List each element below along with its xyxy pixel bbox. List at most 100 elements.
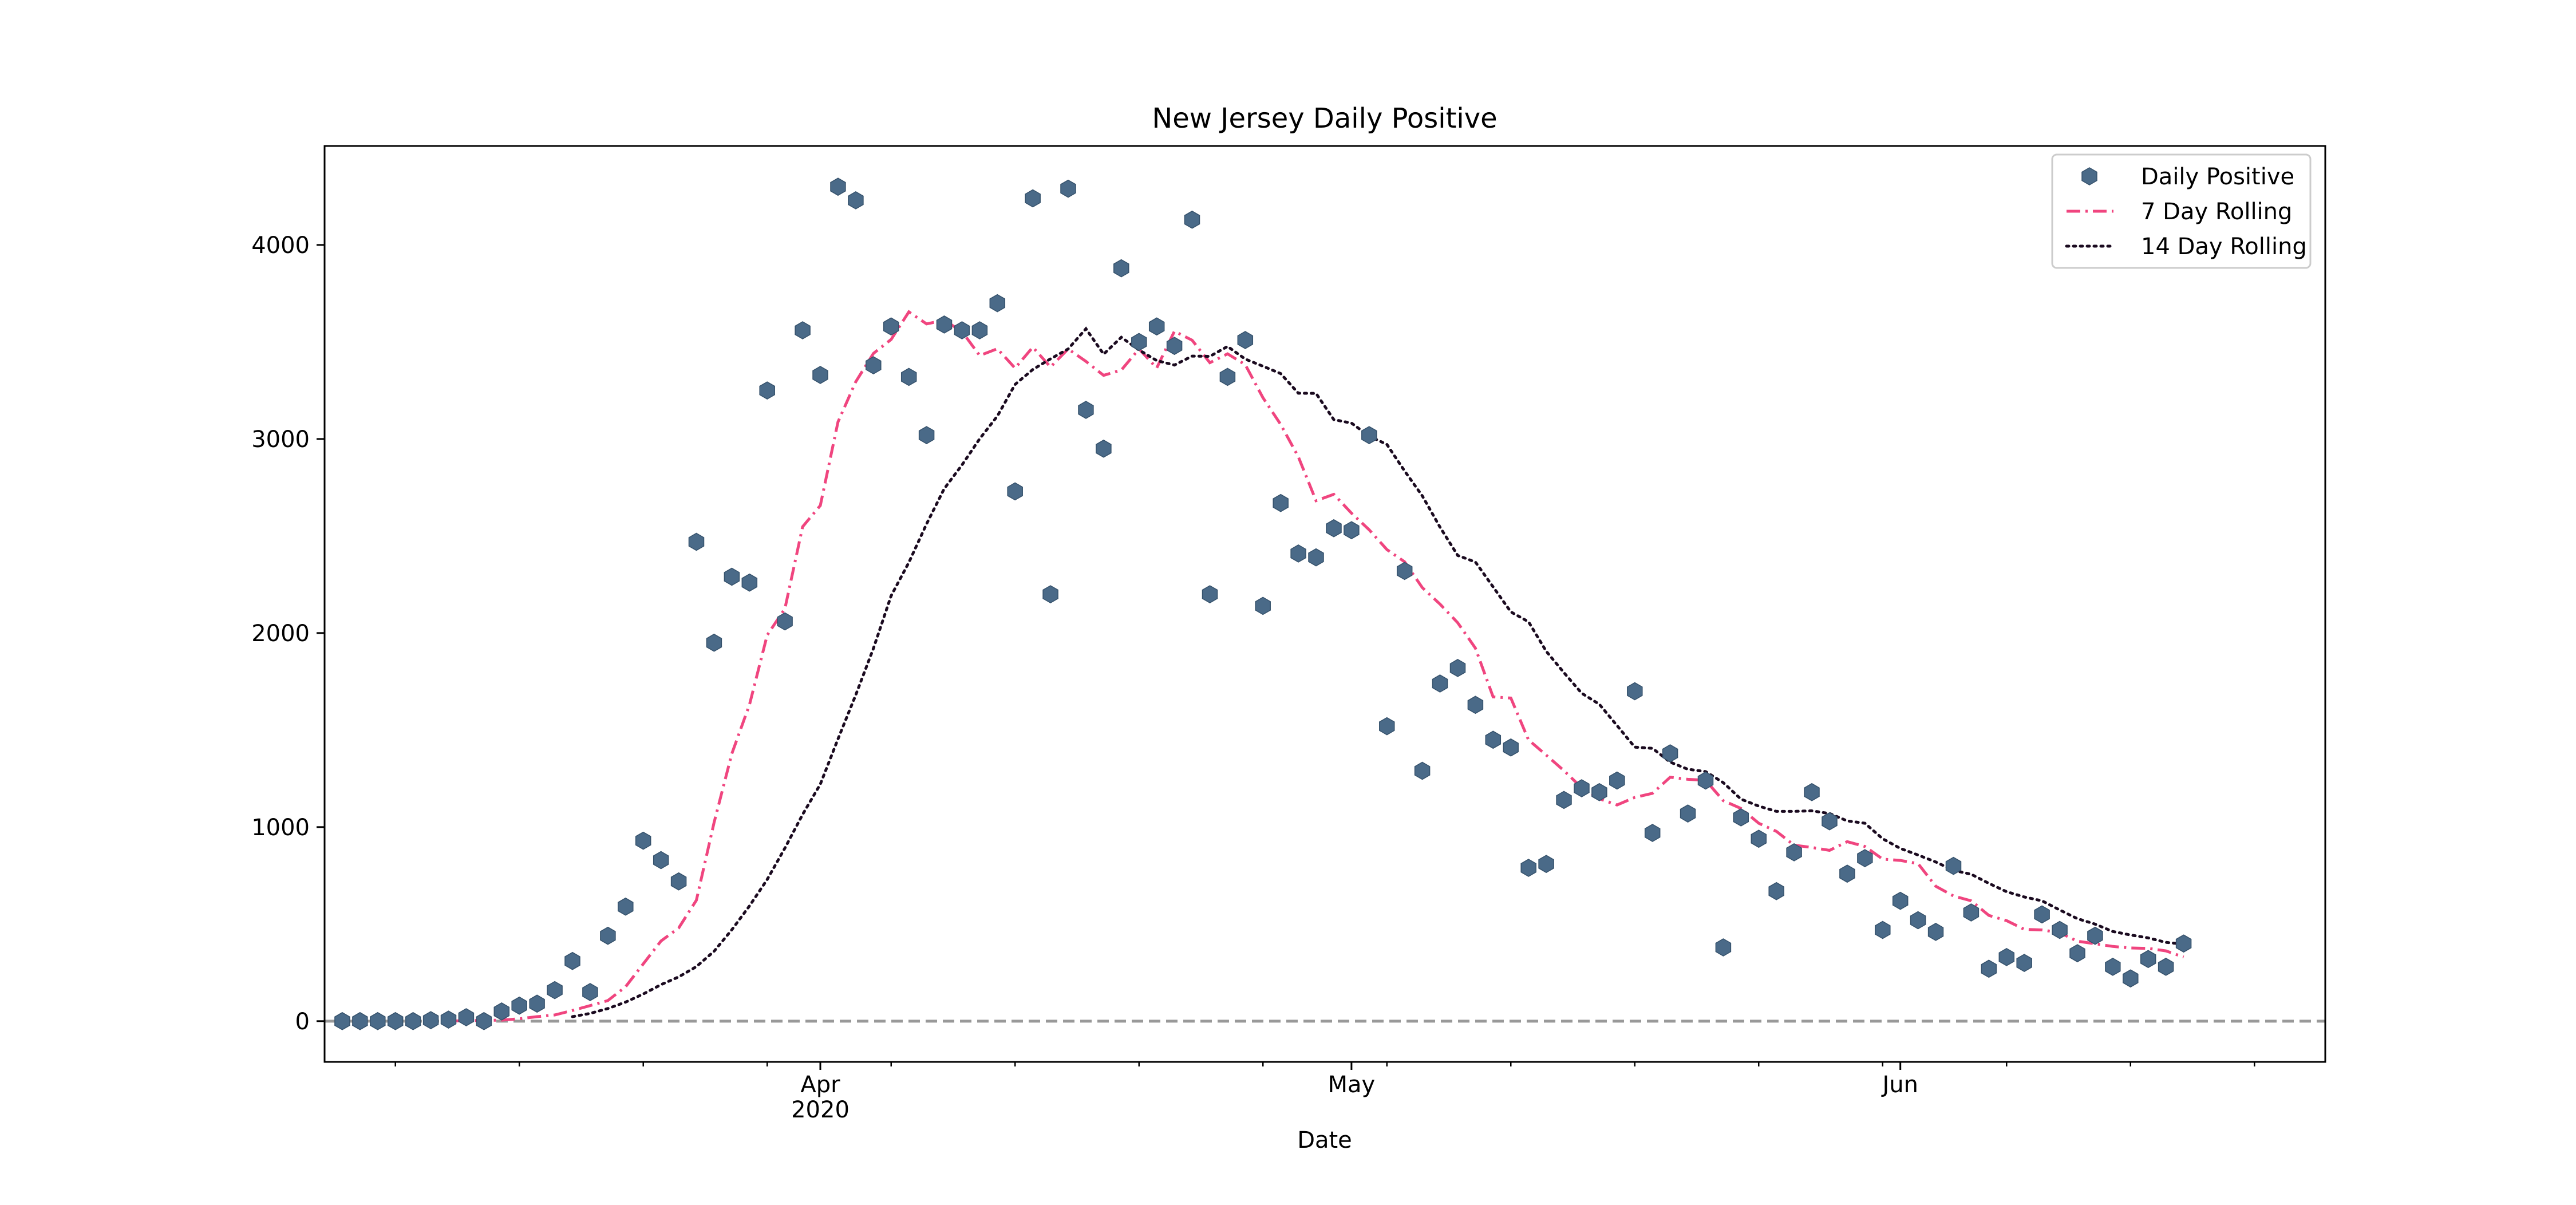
data-point xyxy=(936,315,953,334)
data-point xyxy=(493,1002,510,1021)
data-point xyxy=(2175,934,2192,953)
legend-entry-14-day-rolling: 14 Day Rolling xyxy=(2065,234,2307,260)
data-point xyxy=(1414,761,1431,780)
data-point xyxy=(918,426,935,444)
y-tick-label: 3000 xyxy=(251,426,310,453)
data-point xyxy=(1432,674,1448,693)
data-point xyxy=(1255,596,1271,615)
data-point xyxy=(1839,864,1855,883)
data-point xyxy=(582,983,598,1001)
data-point xyxy=(1556,791,1572,809)
data-point xyxy=(2034,905,2050,924)
data-point xyxy=(670,872,687,891)
data-point xyxy=(1042,585,1058,603)
data-point xyxy=(1786,843,1802,862)
data-point xyxy=(1078,401,1094,419)
data-point xyxy=(688,532,705,551)
series-line-14-day-rolling xyxy=(571,326,2186,1018)
data-point xyxy=(1290,544,1306,563)
data-point xyxy=(1379,717,1395,736)
legend-marker xyxy=(2081,167,2097,185)
data-point xyxy=(1344,521,1360,540)
data-point xyxy=(405,1012,421,1030)
data-point xyxy=(1485,730,1502,749)
data-point xyxy=(1715,938,1732,957)
data-point xyxy=(900,368,917,386)
data-point xyxy=(1591,783,1607,801)
series-line-7-day-rolling xyxy=(448,310,2184,1022)
data-point xyxy=(458,1008,475,1026)
legend-entry-daily-positive: Daily Positive xyxy=(2081,164,2294,190)
data-point xyxy=(422,1011,439,1029)
data-point xyxy=(1326,519,1342,538)
data-point xyxy=(1927,923,1944,941)
data-point xyxy=(653,851,669,870)
data-point xyxy=(1981,959,1997,978)
data-point xyxy=(1273,493,1289,512)
legend-label: Daily Positive xyxy=(2141,164,2294,190)
data-point xyxy=(600,926,616,945)
data-point xyxy=(1751,829,1767,848)
data-point xyxy=(1892,891,1909,910)
data-point xyxy=(1627,682,1643,701)
data-point xyxy=(387,1012,404,1030)
data-point xyxy=(1025,189,1041,208)
data-point xyxy=(954,321,970,339)
x-tick-label: May xyxy=(1328,1072,1376,1098)
legend-entry-7-day-rolling: 7 Day Rolling xyxy=(2067,199,2292,225)
data-point xyxy=(2016,954,2032,972)
data-point xyxy=(1945,856,1962,875)
data-point xyxy=(1503,738,1519,757)
data-point xyxy=(1822,812,1838,831)
data-point xyxy=(1131,333,1147,351)
data-point xyxy=(1662,744,1678,762)
data-point xyxy=(1202,585,1218,603)
data-point xyxy=(618,897,634,916)
data-point xyxy=(1219,368,1236,386)
data-point xyxy=(812,366,828,384)
data-point xyxy=(1096,439,1112,458)
data-point xyxy=(759,381,775,400)
data-point xyxy=(1538,855,1554,874)
data-point xyxy=(2087,926,2103,945)
data-point xyxy=(1237,331,1254,349)
data-point xyxy=(1060,179,1076,198)
y-tick-label: 1000 xyxy=(251,815,310,841)
data-point xyxy=(2140,950,2156,969)
data-point xyxy=(1467,696,1484,714)
data-point xyxy=(334,1012,350,1030)
data-point xyxy=(1308,548,1324,567)
data-point xyxy=(1768,882,1784,900)
legend-label: 14 Day Rolling xyxy=(2141,234,2307,260)
data-point xyxy=(777,612,793,631)
y-tick-label: 4000 xyxy=(251,232,310,259)
data-point xyxy=(706,633,722,652)
data-point xyxy=(1007,482,1023,501)
legend-box xyxy=(2051,153,2312,269)
data-point xyxy=(1184,210,1200,229)
data-point xyxy=(1998,948,2015,966)
x-tick-sublabel: 2020 xyxy=(791,1097,850,1123)
data-point xyxy=(1520,859,1536,877)
data-point xyxy=(511,996,527,1015)
data-point xyxy=(1609,771,1625,790)
x-tick-label: Jun xyxy=(1880,1072,1918,1098)
data-point xyxy=(440,1010,457,1029)
data-point xyxy=(1396,562,1413,580)
data-point xyxy=(1697,771,1714,790)
data-point xyxy=(370,1012,386,1030)
data-point xyxy=(1644,824,1661,842)
data-point xyxy=(1113,259,1129,278)
legend-label: 7 Day Rolling xyxy=(2141,199,2292,225)
data-point xyxy=(989,294,1006,313)
data-point xyxy=(1166,337,1183,355)
data-point xyxy=(1733,808,1749,827)
data-point xyxy=(830,177,846,196)
x-tick-label: Apr xyxy=(800,1072,840,1098)
data-point xyxy=(724,567,740,586)
data-point xyxy=(1148,317,1165,336)
data-point xyxy=(352,1012,368,1030)
